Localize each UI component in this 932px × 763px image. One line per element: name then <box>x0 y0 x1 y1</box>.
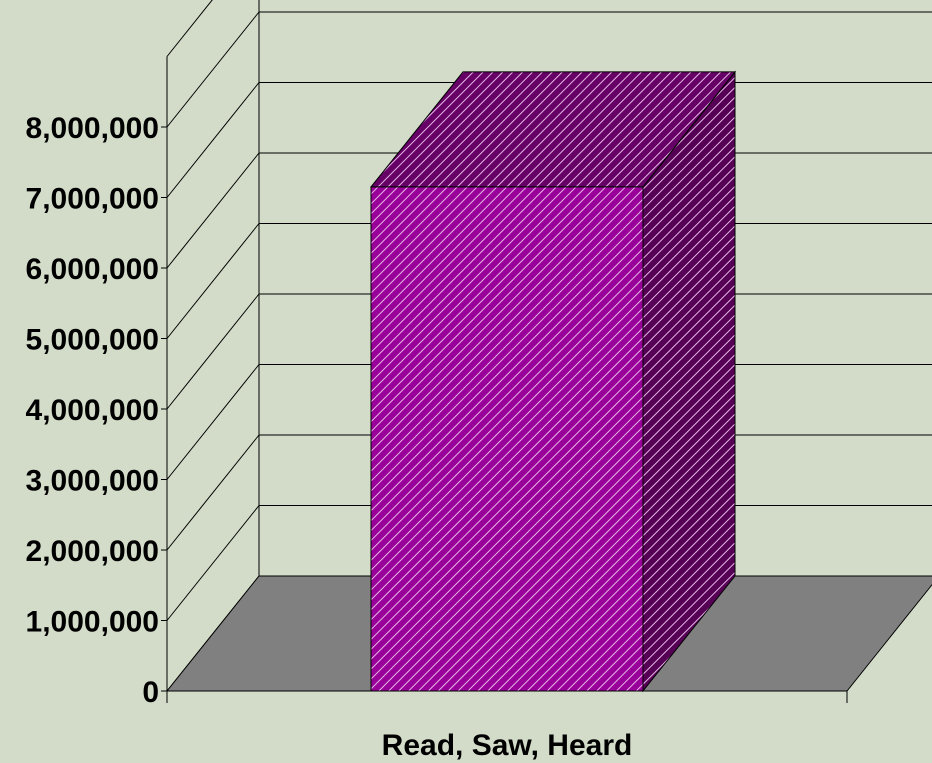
side-gridline <box>166 434 260 551</box>
y-tick-label: 1,000,000 <box>26 606 159 639</box>
side-wall-top <box>166 0 213 57</box>
side-gridline <box>166 11 260 128</box>
bar <box>369 70 737 693</box>
y-axis <box>161 56 848 703</box>
bar-front-face <box>370 186 644 692</box>
y-tick-label: 6,000,000 <box>26 253 159 286</box>
y-tick-label: 2,000,000 <box>26 535 159 568</box>
side-gridline <box>166 293 260 410</box>
y-tick-label: 7,000,000 <box>26 183 159 216</box>
side-gridline <box>166 505 260 621</box>
x-category-label: Read, Saw, Heard <box>382 729 633 762</box>
side-gridline <box>166 364 260 480</box>
y-tick-label: 4,000,000 <box>26 394 159 427</box>
side-gridline <box>166 82 260 198</box>
bars <box>369 70 737 693</box>
side-gridline <box>166 223 260 339</box>
labels: 0 1,000,000 2,000,000 3,000,000 4,000,000 5,0… <box>26 112 633 762</box>
y-tick-label: 8,000,000 <box>26 112 159 145</box>
side-gridline <box>166 152 260 269</box>
y-tick-label: 5,000,000 <box>26 324 159 357</box>
y-tick-label: 3,000,000 <box>26 465 159 498</box>
y-tick-label: 0 <box>142 676 159 709</box>
